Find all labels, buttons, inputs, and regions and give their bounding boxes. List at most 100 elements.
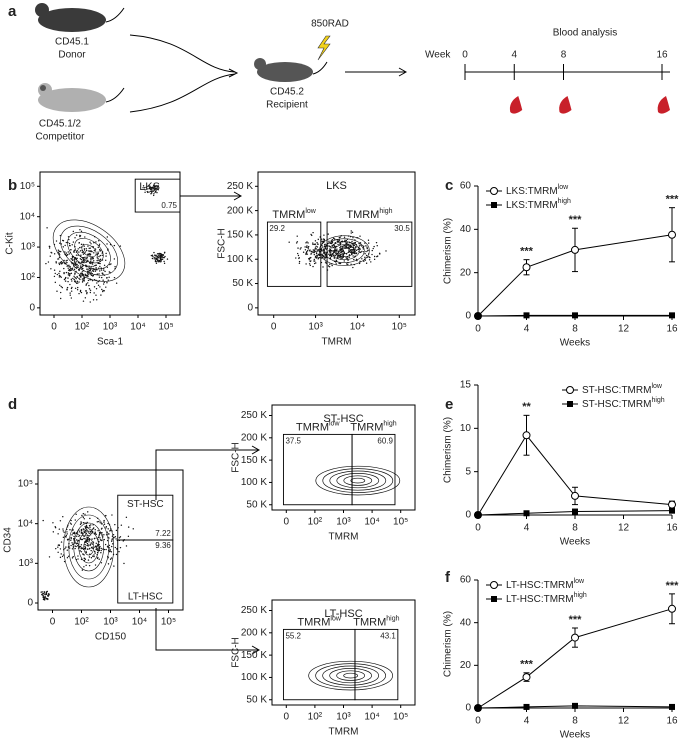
event-dot — [80, 254, 82, 256]
arrow-head — [251, 645, 261, 655]
event-dot — [94, 531, 96, 533]
event-dot — [70, 537, 72, 540]
event-dot — [154, 260, 157, 263]
event-dot — [115, 282, 118, 284]
event-dot — [157, 256, 160, 258]
event-dot — [94, 528, 96, 531]
event-dot — [68, 264, 70, 266]
event-dot — [100, 552, 102, 554]
event-dot — [99, 254, 102, 257]
y-axis-label: CD34 — [3, 527, 14, 553]
event-dot — [144, 191, 146, 193]
event-dot — [63, 531, 65, 533]
event-dot — [86, 529, 88, 531]
event-dot — [81, 271, 84, 273]
mouse-icon — [38, 8, 106, 32]
event-dot — [351, 252, 353, 254]
x-tick-label: 12 — [618, 716, 630, 727]
event-dot — [84, 273, 86, 276]
event-dot — [98, 520, 100, 523]
legend-label: ST-HSC:TMRMlow — [582, 383, 663, 396]
schematic-donor: CD45.1 — [55, 37, 89, 48]
timeline-week: 0 — [462, 50, 468, 61]
y-tick-label: 150 K — [227, 230, 253, 241]
event-dot — [331, 250, 333, 252]
event-dot — [106, 277, 108, 279]
event-dot — [314, 240, 317, 242]
event-dot — [341, 257, 343, 259]
x-axis-label: TMRM — [329, 727, 359, 738]
event-dot — [310, 256, 312, 259]
event-dot — [366, 247, 368, 250]
event-dot — [153, 258, 155, 260]
event-dot — [315, 250, 317, 253]
event-dot — [142, 187, 144, 189]
y-tick-label: 10 — [460, 423, 472, 434]
event-dot — [57, 251, 60, 253]
event-dot — [90, 532, 92, 535]
timeline-week: 4 — [511, 50, 517, 61]
contour — [329, 241, 360, 260]
event-dot — [296, 235, 298, 237]
legend-label-main: ST-HSC:TMRM — [582, 385, 651, 396]
contour — [339, 247, 350, 254]
event-dot — [75, 234, 78, 236]
plot-title: ST-HSC — [323, 413, 363, 425]
event-dot — [307, 248, 309, 250]
event-dot — [80, 529, 83, 532]
event-dot — [84, 258, 86, 260]
event-dot — [312, 265, 314, 268]
event-dot — [322, 266, 324, 268]
event-dot — [98, 535, 100, 537]
event-dot — [90, 265, 92, 268]
mouse-tail — [312, 61, 328, 75]
event-dot — [99, 265, 101, 268]
event-dot — [96, 273, 99, 275]
event-dot — [70, 539, 72, 541]
event-dot — [364, 259, 367, 261]
event-dot — [106, 266, 109, 268]
event-dot — [313, 243, 316, 246]
marker — [522, 263, 531, 272]
event-dot — [107, 563, 110, 565]
event-dot — [101, 288, 103, 291]
event-dot — [93, 292, 95, 294]
event-dot — [94, 552, 96, 554]
timeline-unit: Week — [425, 50, 451, 61]
y-tick-label: 40 — [460, 617, 472, 628]
gate-label-sup: high — [386, 615, 399, 622]
event-dot — [296, 252, 299, 255]
event-dot — [71, 548, 74, 550]
event-dot — [127, 526, 130, 528]
event-dot — [77, 541, 79, 543]
event-dot — [86, 293, 88, 295]
significance: ** — [522, 401, 531, 413]
event-dot — [101, 254, 103, 257]
event-dot — [105, 526, 108, 528]
legend-label: LKS:TMRMhigh — [506, 198, 571, 211]
contour — [322, 468, 394, 493]
event-dot — [76, 535, 78, 537]
event-dot — [105, 286, 107, 288]
event-dot — [80, 522, 82, 524]
event-dot — [313, 250, 315, 253]
event-dot — [79, 275, 82, 278]
event-dot — [113, 258, 116, 260]
event-dot — [80, 243, 83, 246]
event-dot — [88, 284, 90, 287]
gate-value: 9.36 — [155, 541, 171, 550]
event-dot — [122, 540, 125, 542]
event-dot — [41, 591, 43, 593]
event-dot — [85, 524, 88, 527]
event-dot — [65, 534, 68, 537]
x-tick-label: 10⁴ — [130, 322, 145, 333]
panel-label: f — [445, 569, 451, 586]
event-dot — [371, 249, 373, 252]
contour — [81, 244, 97, 258]
event-dot — [99, 250, 101, 252]
y-tick-label: 10² — [21, 272, 36, 283]
event-dot — [98, 541, 100, 543]
event-dot — [96, 299, 98, 301]
event-dot — [64, 251, 66, 253]
